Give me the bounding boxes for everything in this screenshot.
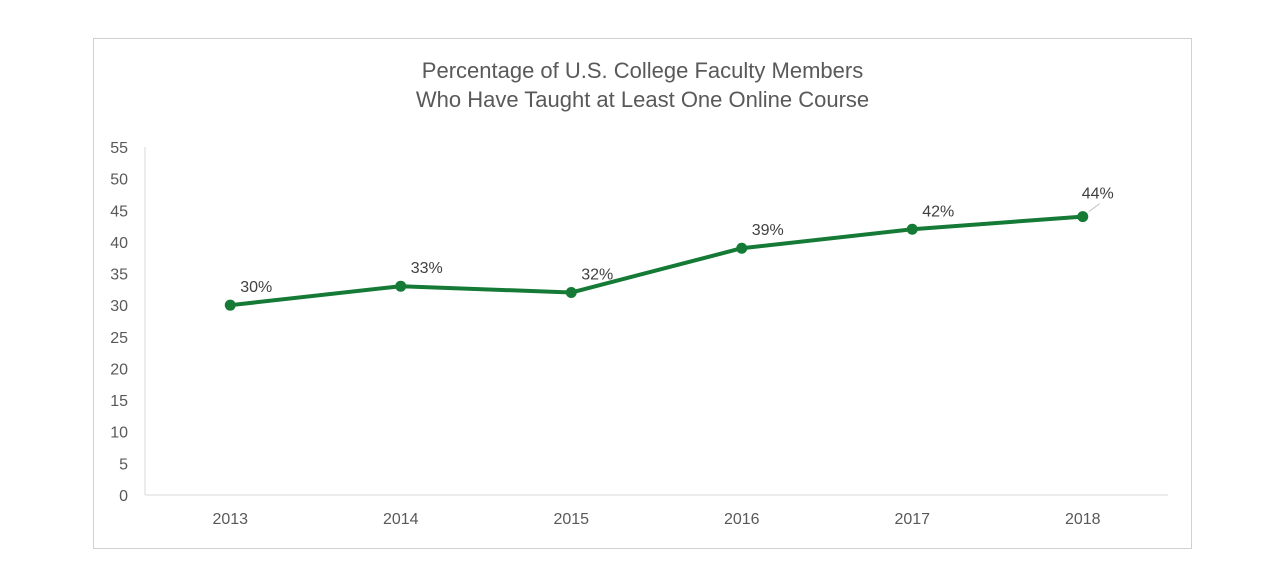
x-tick-label: 2016 [724, 511, 760, 528]
x-tick-label: 2017 [894, 511, 930, 528]
y-tick-label: 25 [110, 330, 128, 347]
y-tick-label: 30 [110, 298, 128, 315]
x-tick-label: 2014 [383, 511, 419, 528]
chart-title-line-1: Percentage of U.S. College Faculty Membe… [421, 58, 864, 83]
data-label: 42% [922, 203, 954, 220]
chart-frame [93, 38, 1192, 549]
chart-title-line-2: Who Have Taught at Least One Online Cour… [415, 87, 870, 112]
data-label: 32% [581, 267, 613, 284]
chart-title: Percentage of U.S. College Faculty Membe… [93, 56, 1192, 114]
y-tick-label: 10 [110, 425, 128, 442]
series-line [228, 214, 1085, 308]
data-label-leader [1088, 203, 1101, 213]
data-point [224, 299, 236, 311]
y-tick-label: 0 [119, 488, 128, 505]
y-tick-label: 15 [110, 393, 128, 410]
data-point [1077, 211, 1089, 223]
data-point [565, 287, 577, 299]
x-tick-label: 2013 [212, 511, 248, 528]
y-tick-label: 45 [110, 203, 128, 220]
y-tick-label: 40 [110, 235, 128, 252]
data-point [906, 223, 918, 235]
data-point [395, 280, 407, 292]
x-tick-label: 2018 [1065, 511, 1101, 528]
y-tick-label: 50 [110, 172, 128, 189]
y-tick-label: 55 [110, 140, 128, 157]
x-tick-label: 2015 [553, 511, 589, 528]
data-label: 44% [1082, 186, 1114, 203]
data-label: 39% [752, 222, 784, 239]
y-tick-label: 5 [119, 456, 128, 473]
data-point [736, 242, 748, 254]
y-tick-label: 35 [110, 267, 128, 284]
data-label: 33% [411, 260, 443, 277]
y-tick-label: 20 [110, 361, 128, 378]
data-label: 30% [240, 279, 272, 296]
